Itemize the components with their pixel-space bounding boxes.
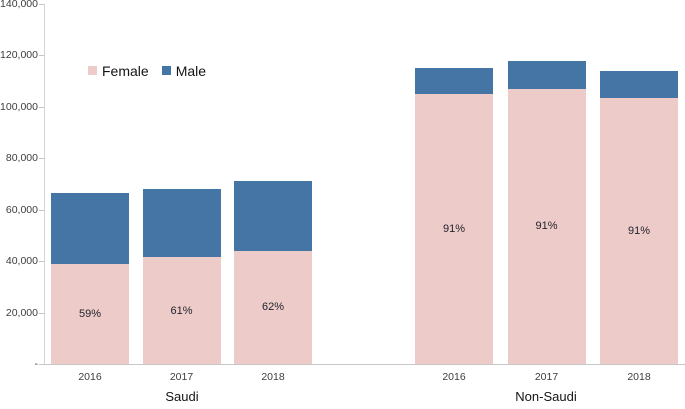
female-percent-label: 91% [442, 223, 466, 235]
y-axis-tick-label: 100,000 [0, 100, 38, 113]
y-axis-tick-label: 20,000 [5, 306, 38, 319]
bar-stack: 91% [600, 70, 678, 364]
y-axis-tick-label: 40,000 [5, 255, 38, 268]
bar-segment-male [51, 193, 129, 264]
x-axis-year-label: 2017 [534, 371, 559, 383]
bar-stack: 61% [142, 189, 221, 364]
y-axis-line [44, 4, 45, 364]
legend-item-female: Female [88, 63, 149, 79]
x-axis-line [44, 364, 685, 365]
y-axis-tick [39, 209, 44, 211]
y-axis-tick [39, 312, 44, 314]
y-axis-tick-label: - [34, 358, 39, 370]
x-axis-year-label: 2016 [442, 371, 466, 383]
bar-stack: 91% [415, 68, 493, 364]
x-axis-year-label: 2018 [627, 371, 651, 383]
x-axis-year-label: 2017 [169, 371, 194, 383]
bar-stack: 62% [234, 181, 312, 364]
bar-segment-male [234, 181, 312, 251]
y-axis-tick-label: 60,000 [5, 203, 38, 216]
bar-segment-female: 91% [415, 94, 493, 364]
male-swatch-icon [161, 66, 171, 75]
y-axis-tick [39, 364, 44, 365]
y-axis-tick-label: 80,000 [5, 152, 38, 165]
female-percent-label: 91% [535, 220, 558, 233]
y-axis-tick [39, 106, 44, 108]
y-axis-tick-label: 140,000 [0, 0, 38, 10]
bar-segment-male [415, 68, 493, 94]
bar-stack: 59% [51, 193, 129, 364]
xlabels-group-0: 2016 2017 2018 [51, 371, 312, 384]
bar-segment-male [142, 189, 221, 258]
bar-segment-male [600, 70, 678, 98]
bars-group-1: 91% 91% 91% [415, 4, 678, 364]
bar-segment-female: 61% [142, 257, 221, 364]
y-axis-tick [39, 261, 44, 263]
female-percent-label: 91% [627, 224, 651, 237]
bar-segment-female: 62% [234, 250, 312, 364]
legend: Female Male [88, 62, 219, 79]
x-axis-year-label: 2018 [261, 371, 285, 383]
x-axis-year-label: 2016 [78, 371, 102, 383]
legend-label-female: Female [102, 62, 149, 79]
bar-segment-male [507, 60, 586, 89]
bar-segment-female: 91% [507, 88, 586, 364]
female-swatch-icon [88, 66, 97, 75]
legend-item-male: Male [161, 62, 207, 79]
female-percent-label: 61% [170, 304, 193, 317]
group-label-saudi: Saudi [165, 389, 199, 404]
bar-stack: 91% [507, 60, 586, 364]
y-axis-tick-label: 120,000 [0, 49, 38, 62]
y-axis-tick [39, 158, 44, 160]
female-percent-label: 59% [78, 307, 102, 320]
female-percent-label: 62% [261, 301, 285, 314]
group-label-nonsaudi: Non-Saudi [515, 389, 577, 404]
y-axis-tick [39, 55, 44, 57]
bar-segment-female: 59% [51, 263, 129, 364]
legend-label-male: Male [175, 62, 207, 79]
bars-group-0: 59% 61% 62% [51, 4, 312, 364]
xlabels-group-1: 2016 2017 2018 [415, 371, 678, 384]
bar-segment-female: 91% [600, 97, 678, 364]
y-axis-tick [39, 4, 44, 5]
